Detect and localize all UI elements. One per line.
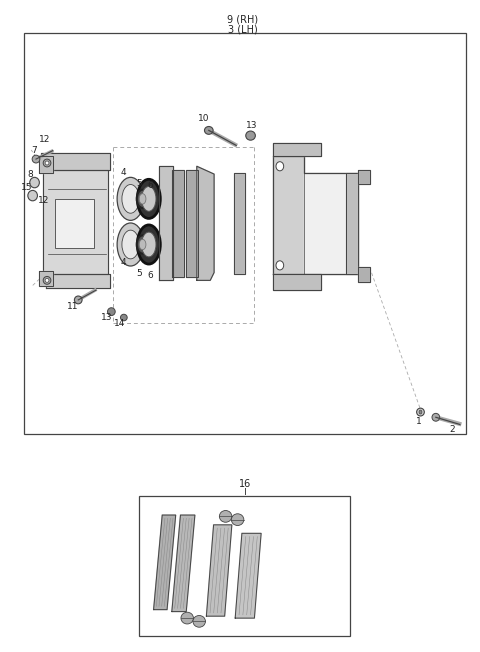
Text: 16: 16 [239, 479, 251, 490]
Ellipse shape [45, 278, 49, 282]
Polygon shape [358, 170, 370, 184]
Ellipse shape [117, 223, 144, 266]
Bar [139, 496, 350, 636]
Ellipse shape [181, 612, 193, 624]
Text: 5: 5 [136, 179, 142, 188]
Polygon shape [186, 170, 198, 277]
Polygon shape [172, 515, 195, 612]
Ellipse shape [122, 185, 139, 213]
Bar [24, 33, 466, 434]
Ellipse shape [204, 126, 213, 134]
Text: 14: 14 [114, 319, 125, 328]
Polygon shape [206, 525, 232, 616]
Text: 13: 13 [101, 313, 112, 322]
Text: 12: 12 [37, 196, 49, 205]
Polygon shape [159, 166, 173, 280]
Polygon shape [273, 156, 358, 274]
Ellipse shape [30, 177, 39, 188]
Polygon shape [346, 173, 358, 274]
Ellipse shape [45, 161, 49, 165]
Ellipse shape [74, 296, 82, 304]
Ellipse shape [117, 177, 144, 220]
Bar [55, 199, 94, 248]
Ellipse shape [137, 190, 148, 208]
Text: 10: 10 [198, 114, 210, 123]
Text: 13: 13 [246, 121, 258, 130]
Polygon shape [39, 156, 53, 173]
Ellipse shape [246, 131, 255, 140]
Text: 4: 4 [121, 168, 127, 177]
Ellipse shape [419, 410, 422, 414]
Ellipse shape [43, 276, 51, 284]
Text: 8: 8 [27, 170, 33, 179]
Ellipse shape [137, 235, 148, 254]
Ellipse shape [139, 194, 146, 204]
Polygon shape [39, 271, 53, 286]
Ellipse shape [142, 232, 156, 257]
Ellipse shape [193, 615, 205, 627]
Ellipse shape [43, 159, 51, 167]
Ellipse shape [219, 511, 232, 522]
Polygon shape [197, 166, 214, 280]
Text: 6: 6 [147, 181, 153, 190]
Text: 7: 7 [31, 146, 36, 155]
Polygon shape [235, 533, 261, 618]
Polygon shape [172, 170, 184, 277]
Ellipse shape [137, 179, 160, 218]
Ellipse shape [417, 408, 424, 416]
Ellipse shape [137, 225, 160, 264]
Ellipse shape [231, 514, 244, 526]
Polygon shape [304, 173, 346, 274]
Text: 4: 4 [121, 258, 127, 267]
Polygon shape [41, 153, 110, 170]
Polygon shape [273, 274, 321, 290]
Ellipse shape [32, 155, 40, 163]
Ellipse shape [28, 190, 37, 201]
Text: 3 (LH): 3 (LH) [228, 24, 257, 34]
Polygon shape [46, 274, 110, 288]
Ellipse shape [122, 230, 139, 259]
Polygon shape [154, 515, 176, 610]
Ellipse shape [139, 239, 146, 250]
Text: 15: 15 [21, 183, 32, 192]
Text: 2: 2 [449, 424, 455, 434]
Text: 11: 11 [67, 302, 79, 311]
Text: 6: 6 [147, 271, 153, 280]
Text: 1: 1 [416, 417, 422, 426]
Polygon shape [43, 170, 108, 274]
Ellipse shape [276, 162, 284, 171]
Polygon shape [358, 267, 370, 282]
Ellipse shape [142, 186, 156, 211]
Text: 12: 12 [39, 135, 50, 144]
Polygon shape [273, 143, 321, 156]
Text: 5: 5 [136, 269, 142, 278]
Polygon shape [234, 173, 245, 274]
Ellipse shape [120, 314, 127, 321]
Ellipse shape [108, 308, 115, 316]
Text: 9 (RH): 9 (RH) [227, 14, 258, 24]
Ellipse shape [432, 413, 440, 421]
Ellipse shape [276, 261, 284, 270]
